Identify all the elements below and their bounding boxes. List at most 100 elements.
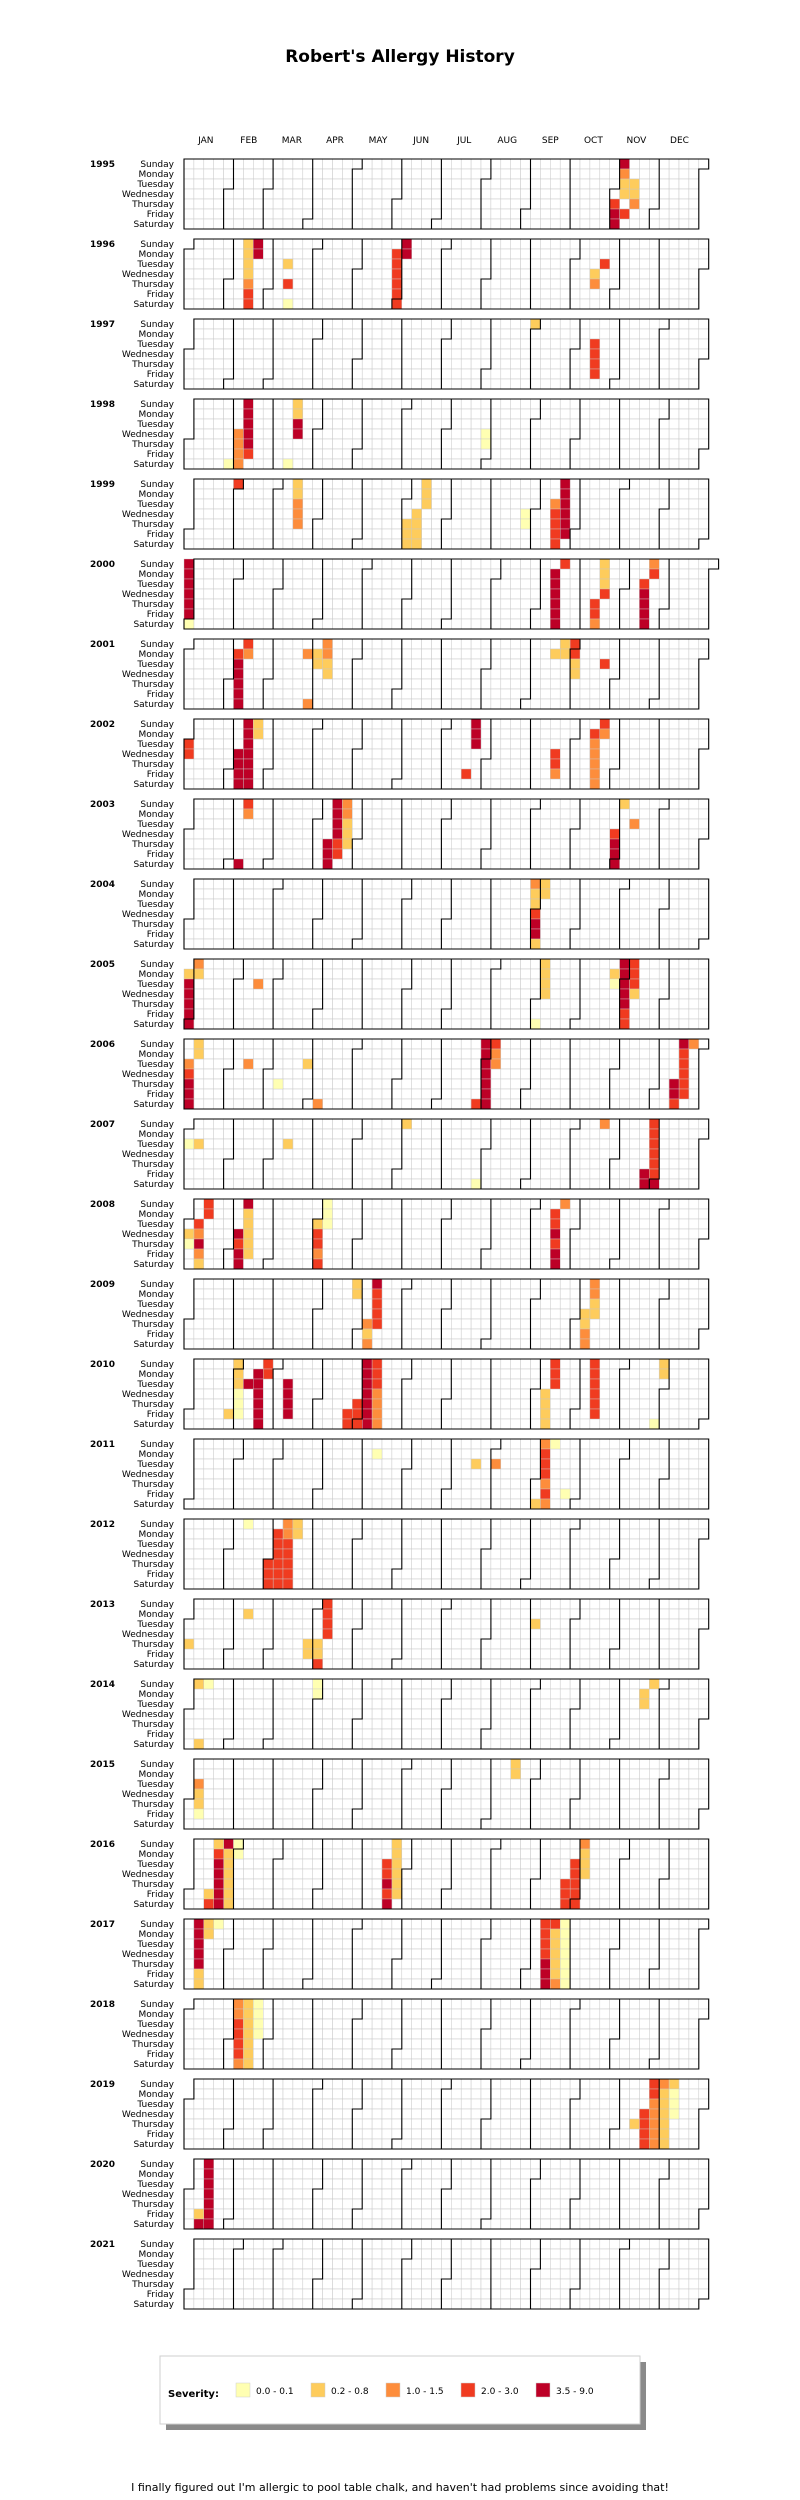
severity-cell (678, 1068, 690, 1080)
day-cell (213, 828, 224, 840)
day-cell (639, 248, 650, 260)
day-cell (599, 1088, 610, 1100)
day-cell (401, 1048, 412, 1060)
day-cell (213, 1148, 224, 1160)
day-cell (282, 498, 294, 510)
day-cell (223, 198, 234, 210)
day-cell (213, 838, 224, 850)
severity-cell (470, 718, 482, 730)
day-cell (223, 688, 234, 700)
day-cell (579, 268, 591, 280)
day-cell (371, 588, 383, 600)
day-cell (639, 408, 650, 420)
day-cell (441, 288, 452, 300)
day-cell (559, 1098, 571, 1110)
severity-cell (629, 178, 640, 190)
day-cell (213, 598, 224, 610)
day-cell (223, 1038, 234, 1050)
day-cell (272, 758, 284, 770)
month-boundary (351, 719, 363, 789)
day-cell (223, 668, 234, 680)
day-cell (401, 618, 412, 630)
day-cell (451, 858, 462, 870)
day-cell (658, 418, 670, 430)
day-cell (431, 1008, 442, 1020)
day-cell (282, 248, 294, 260)
day-cell (272, 728, 284, 740)
day-cell (203, 678, 214, 690)
day-cell (332, 518, 343, 530)
day-cell (431, 218, 442, 230)
day-cell (649, 158, 660, 170)
day-cell (352, 618, 363, 630)
day-cell (490, 578, 502, 590)
day-cell (371, 338, 383, 350)
day-cell (599, 408, 610, 420)
day-cell (688, 998, 700, 1010)
day-cell (203, 838, 214, 850)
day-cell (292, 658, 304, 670)
day-cell (569, 178, 581, 190)
day-cell (559, 608, 571, 620)
day-cell (411, 818, 422, 830)
day-cell (262, 1068, 274, 1080)
day-cell (401, 678, 412, 690)
severity-cell (183, 578, 195, 590)
day-cell (451, 1038, 462, 1050)
day-cell (381, 848, 393, 860)
day-cell (678, 198, 690, 210)
day-cell (441, 358, 452, 370)
day-cell (460, 1088, 472, 1100)
day-cell (441, 298, 452, 310)
day-cell (391, 758, 403, 770)
day-cell (629, 918, 640, 930)
day-cell (569, 598, 581, 610)
day-cell (371, 158, 383, 170)
day-cell (688, 368, 700, 380)
day-cell (609, 1068, 620, 1080)
day-cell (213, 638, 224, 650)
day-cell (649, 508, 660, 520)
day-cell (470, 238, 482, 250)
weekday-label-thursday: Thursday (131, 280, 175, 290)
day-cell (510, 728, 521, 740)
day-cell (460, 738, 472, 750)
day-cell (352, 168, 363, 180)
day-cell (460, 408, 472, 420)
severity-cell (619, 978, 630, 990)
day-cell (302, 668, 313, 680)
severity-cell (530, 898, 541, 910)
day-cell (253, 698, 264, 710)
severity-cell (599, 658, 610, 670)
day-cell (253, 738, 264, 750)
day-cell (183, 928, 195, 940)
day-cell (282, 1088, 294, 1100)
day-cell (639, 488, 650, 500)
day-cell (203, 1148, 214, 1160)
day-cell (698, 978, 709, 990)
day-cell (262, 558, 274, 570)
day-cell (243, 578, 254, 590)
severity-cell (530, 918, 541, 930)
day-cell (688, 498, 700, 510)
day-cell (272, 178, 284, 190)
day-cell (668, 658, 680, 670)
day-cell (292, 888, 304, 900)
day-cell (262, 1088, 274, 1100)
day-cell (213, 488, 224, 500)
day-cell (342, 288, 353, 300)
severity-cell (183, 968, 195, 980)
day-cell (352, 368, 363, 380)
day-cell (193, 638, 205, 650)
day-cell (391, 698, 403, 710)
day-cell (203, 608, 214, 620)
day-cell (500, 448, 511, 460)
day-cell (312, 768, 323, 780)
day-cell (510, 1068, 521, 1080)
day-cell (480, 748, 492, 760)
day-cell (451, 508, 462, 520)
severity-cell (550, 618, 561, 630)
day-cell (282, 618, 294, 630)
day-cell (639, 188, 650, 200)
day-cell (451, 608, 462, 620)
